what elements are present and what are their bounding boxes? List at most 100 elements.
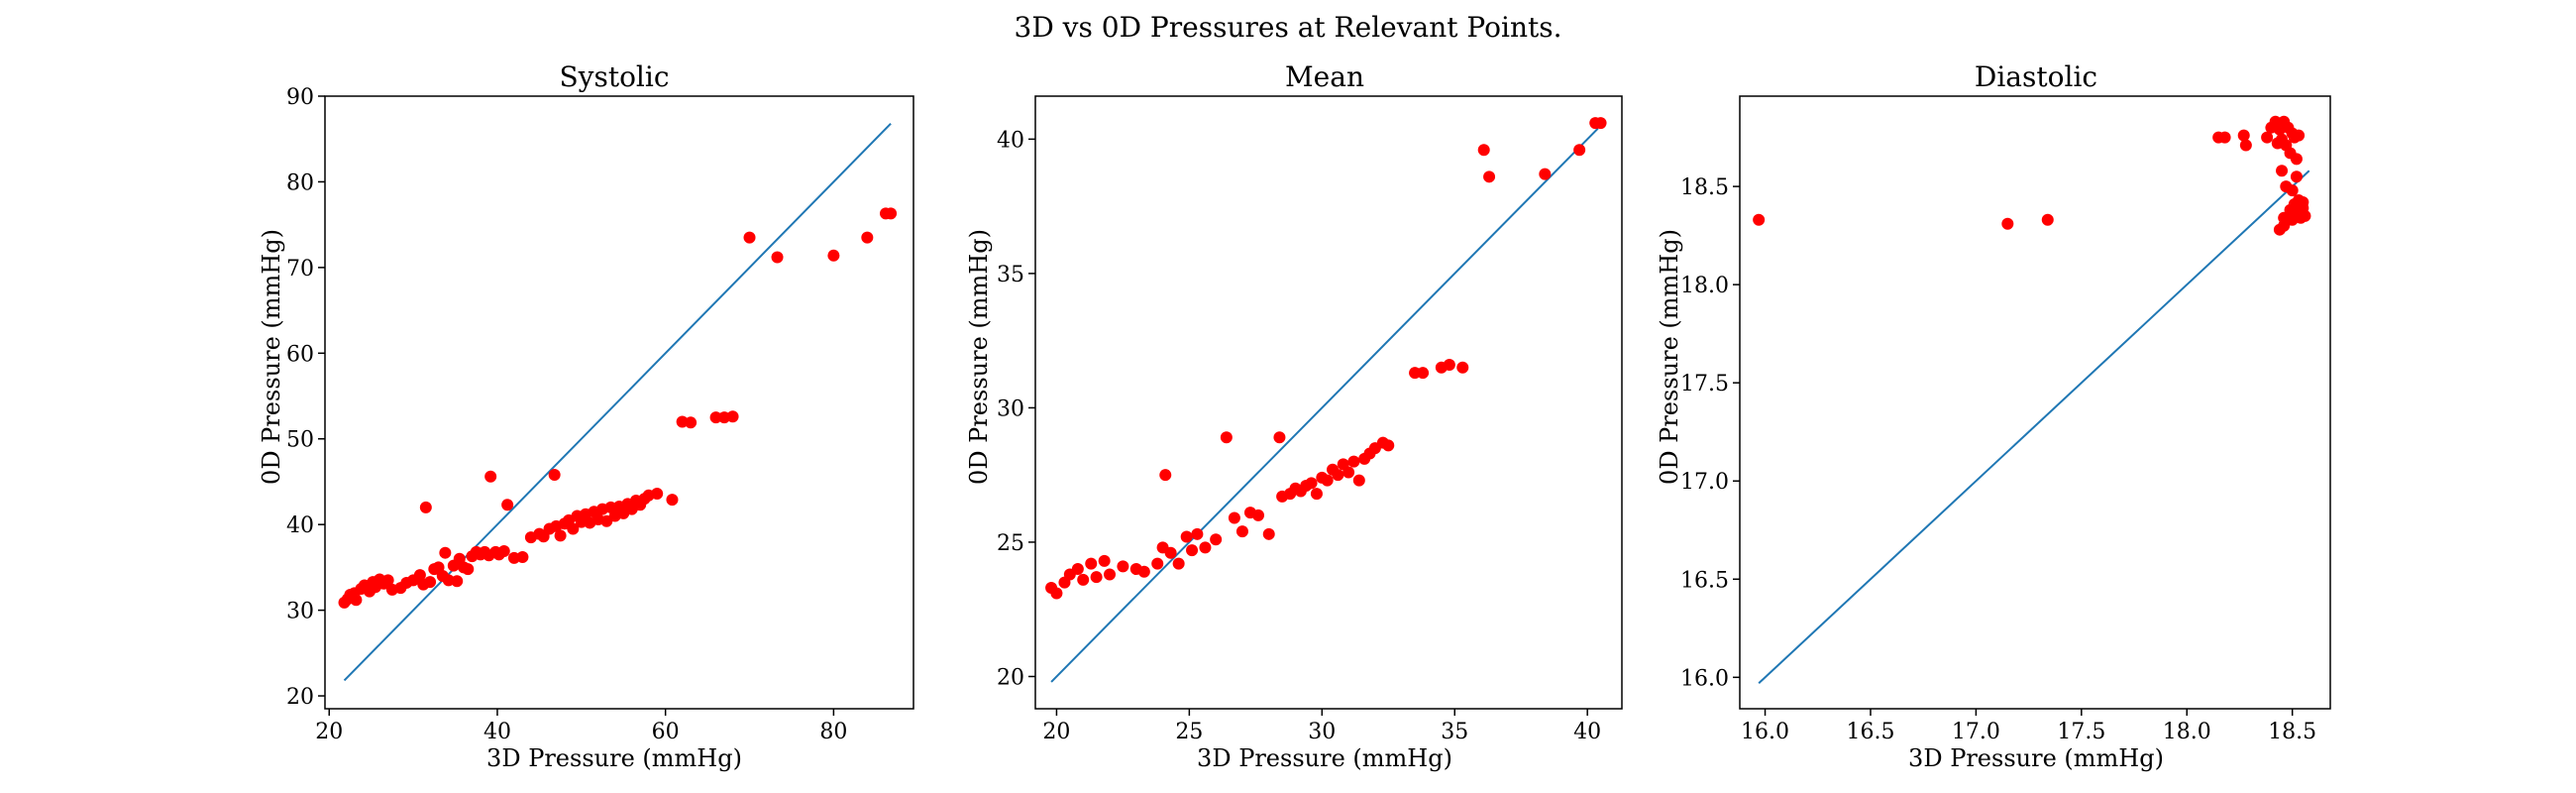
diastolic-x-tick-label: 17.5 — [2057, 720, 2105, 744]
mean-point — [1210, 533, 1223, 546]
mean-point — [1262, 527, 1275, 540]
systolic-y-tick-label: 40 — [286, 513, 314, 538]
diastolic-point — [2276, 165, 2289, 177]
mean-plot-frame — [1034, 95, 1623, 710]
systolic-point — [381, 574, 394, 587]
systolic-point — [771, 251, 784, 264]
diastolic-point — [2041, 213, 2054, 226]
mean-point — [1077, 573, 1090, 586]
mean-point — [1252, 509, 1265, 521]
mean-point — [1305, 477, 1318, 490]
diastolic-point — [2290, 153, 2303, 166]
mean-point — [1273, 431, 1286, 444]
mean-x-tick-label: 40 — [1573, 720, 1601, 744]
diastolic-point — [2293, 129, 2306, 142]
diastolic-point — [2271, 137, 2284, 150]
systolic-plot-frame — [324, 95, 914, 710]
diastolic-point — [2299, 209, 2311, 222]
mean-y-label: 0D Pressure (mmHg) — [965, 229, 993, 485]
systolic-identity-line — [343, 122, 892, 682]
mean-point — [1172, 557, 1185, 570]
mean-point — [1098, 554, 1111, 567]
mean-point — [1539, 168, 1552, 180]
diastolic-plot-frame — [1739, 95, 2331, 710]
mean-y-tick-label: 25 — [997, 531, 1024, 556]
systolic-plot: Systolic 3D Pressure (mmHg) 0D Pressure … — [258, 60, 914, 772]
diastolic-y-tick-label: 18.5 — [1680, 175, 1729, 200]
systolic-point — [743, 231, 756, 244]
diastolic-point — [2273, 223, 2286, 236]
systolic-point — [501, 499, 514, 511]
mean-x-tick-label: 35 — [1441, 720, 1468, 744]
mean-point — [1382, 439, 1395, 452]
systolic-point — [554, 529, 567, 542]
systolic-x-tick-label: 20 — [315, 720, 343, 744]
mean-point — [1220, 431, 1233, 444]
diastolic-point — [2297, 195, 2309, 208]
systolic-point — [827, 249, 840, 262]
systolic-title: Systolic — [559, 60, 669, 93]
mean-point — [1186, 544, 1199, 557]
diastolic-title: Diastolic — [1975, 60, 2097, 93]
mean-point — [1477, 144, 1490, 157]
diastolic-point — [1753, 213, 1766, 226]
diastolic-point — [2237, 129, 2250, 142]
systolic-point — [709, 411, 722, 424]
diastolic-y-label: 0D Pressure (mmHg) — [1656, 229, 1683, 485]
systolic-x-tick-label: 60 — [652, 720, 680, 744]
systolic-y-tick-label: 60 — [286, 342, 314, 367]
mean-point — [1180, 530, 1193, 543]
mean-y-tick-label: 30 — [997, 396, 1024, 421]
systolic-point — [567, 522, 580, 535]
mean-point — [1310, 488, 1323, 501]
mean-x-tick-label: 20 — [1042, 720, 1070, 744]
systolic-point — [462, 563, 475, 576]
mean-x-tick-label: 30 — [1308, 720, 1336, 744]
systolic-point — [419, 501, 432, 513]
systolic-point — [424, 576, 437, 589]
systolic-x-label: 3D Pressure (mmHg) — [486, 744, 742, 772]
systolic-y-tick-label: 80 — [286, 170, 314, 195]
mean-point — [1417, 367, 1430, 380]
mean-point — [1199, 541, 1212, 554]
mean-point — [1443, 359, 1455, 372]
mean-point — [1159, 469, 1172, 482]
diastolic-x-tick-label: 17.0 — [1952, 720, 2000, 744]
mean-plot: Mean 3D Pressure (mmHg) 0D Pressure (mmH… — [965, 60, 1623, 772]
mean-point — [1050, 587, 1063, 600]
systolic-y-tick-label: 90 — [286, 85, 314, 110]
diastolic-x-label: 3D Pressure (mmHg) — [1908, 744, 2164, 772]
mean-point — [1573, 144, 1586, 157]
systolic-point — [516, 551, 529, 564]
mean-point — [1071, 563, 1084, 576]
systolic-point — [484, 470, 497, 483]
diastolic-y-tick-label: 16.5 — [1680, 568, 1729, 593]
figure-title: 3D vs 0D Pressures at Relevant Points. — [1015, 11, 1562, 44]
systolic-point — [885, 207, 898, 220]
mean-point — [1347, 455, 1360, 468]
mean-point — [1104, 568, 1117, 581]
mean-point — [1594, 117, 1607, 130]
mean-x-label: 3D Pressure (mmHg) — [1197, 744, 1452, 772]
diastolic-x-tick-label: 16.0 — [1741, 720, 1789, 744]
mean-x-tick-label: 25 — [1175, 720, 1203, 744]
mean-point — [1456, 361, 1469, 374]
diastolic-point — [2290, 170, 2303, 183]
mean-y-tick-label: 20 — [997, 665, 1024, 690]
mean-point — [1164, 546, 1177, 559]
mean-point — [1191, 527, 1204, 540]
diastolic-x-tick-label: 16.5 — [1846, 720, 1894, 744]
diastolic-point — [2261, 131, 2274, 144]
systolic-point — [439, 546, 452, 559]
mean-point — [1332, 469, 1344, 482]
mean-point — [1151, 557, 1164, 570]
mean-point — [1342, 466, 1355, 479]
systolic-x-tick-label: 40 — [483, 720, 511, 744]
diastolic-x-tick-label: 18.0 — [2163, 720, 2211, 744]
systolic-y-tick-label: 20 — [286, 685, 314, 710]
systolic-x-tick-label: 80 — [819, 720, 847, 744]
diastolic-identity-line — [1758, 170, 2310, 684]
systolic-point — [548, 469, 561, 482]
systolic-y-tick-label: 70 — [286, 257, 314, 282]
